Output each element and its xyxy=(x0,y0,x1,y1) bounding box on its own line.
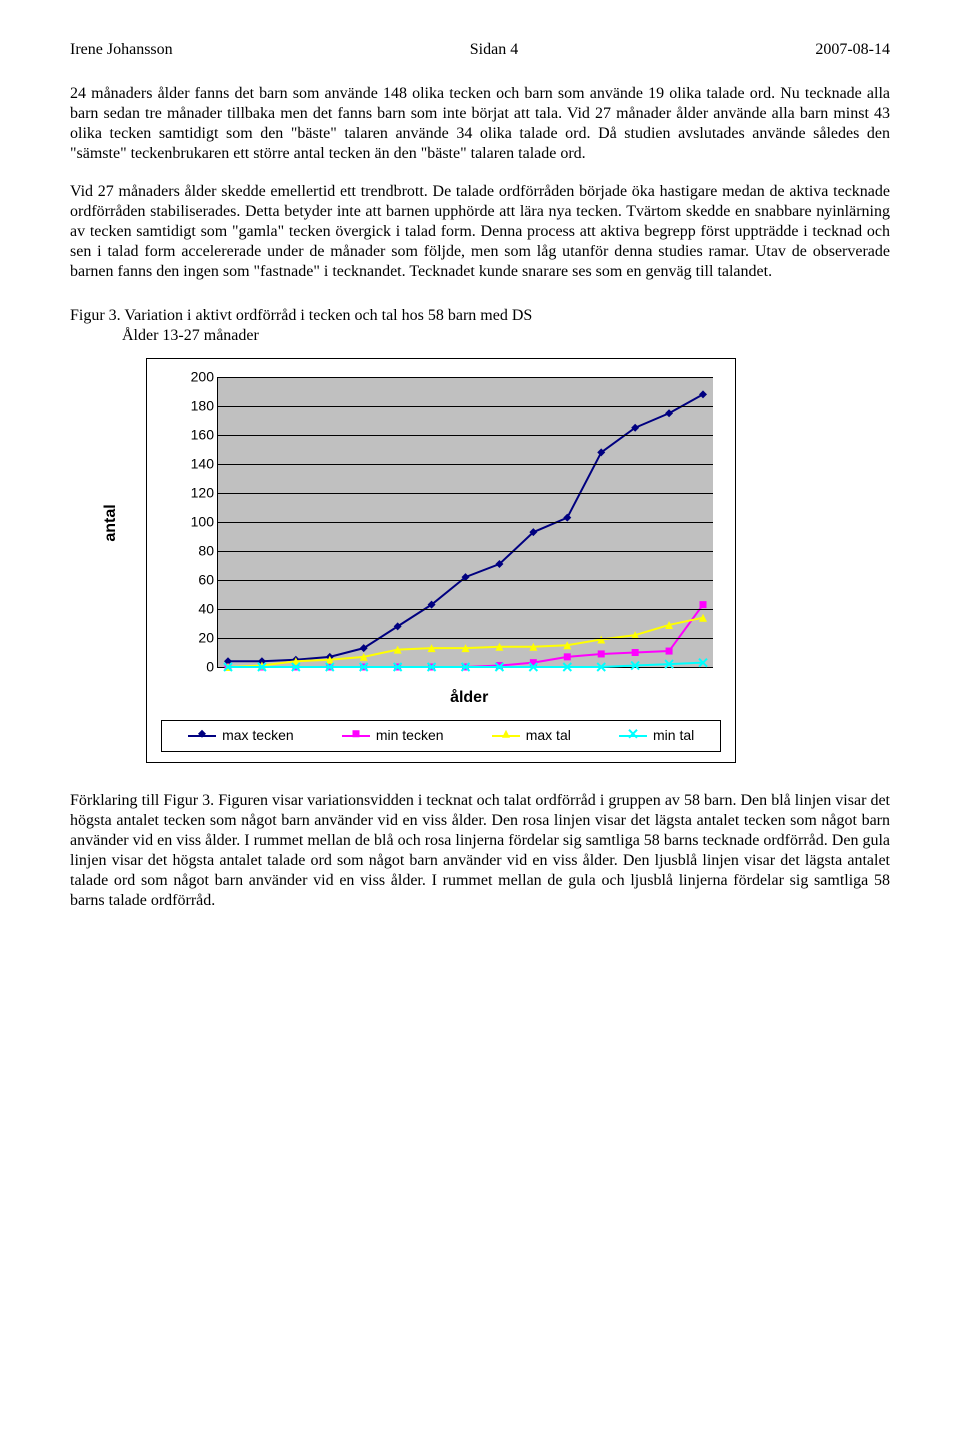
chart-y-tick: 180 xyxy=(174,397,214,415)
paragraph-3: Förklaring till Figur 3. Figuren visar v… xyxy=(70,791,890,911)
figure-caption-lead: Figur 3. xyxy=(70,307,124,324)
chart-y-tick: 20 xyxy=(174,629,214,647)
chart-y-tick: 160 xyxy=(174,426,214,444)
chart-plot-area: 020406080100120140160180200 xyxy=(217,377,713,668)
chart-legend: max tecken min tecken max tal min tal xyxy=(161,720,721,752)
header-page: Sidan 4 xyxy=(470,40,518,60)
legend-item: max tecken xyxy=(188,727,294,745)
chart-y-tick: 140 xyxy=(174,455,214,473)
legend-label: min tal xyxy=(653,727,694,745)
chart-y-tick: 0 xyxy=(174,658,214,676)
figure-caption-sub: Ålder 13-27 månader xyxy=(122,327,259,344)
legend-label: max tecken xyxy=(222,727,294,745)
chart-y-axis-label: antal xyxy=(101,504,121,541)
header-date: 2007-08-14 xyxy=(815,40,890,60)
legend-item: min tecken xyxy=(342,727,444,745)
chart-y-tick: 120 xyxy=(174,484,214,502)
chart-y-tick: 60 xyxy=(174,571,214,589)
chart-y-tick: 200 xyxy=(174,368,214,386)
figure-caption: Figur 3. Variation i aktivt ordförråd i … xyxy=(70,306,890,346)
figure-caption-text: Variation i aktivt ordförråd i tecken oc… xyxy=(124,307,532,324)
chart-y-tick: 40 xyxy=(174,600,214,618)
legend-label: min tecken xyxy=(376,727,444,745)
chart-container: antal 020406080100120140160180200 ålder … xyxy=(146,358,736,763)
legend-item: max tal xyxy=(492,727,571,745)
header-author: Irene Johansson xyxy=(70,40,173,60)
legend-label: max tal xyxy=(526,727,571,745)
paragraph-1: 24 månaders ålder fanns det barn som anv… xyxy=(70,84,890,164)
chart-y-tick: 80 xyxy=(174,542,214,560)
page-header: Irene Johansson Sidan 4 2007-08-14 xyxy=(70,40,890,60)
chart-x-axis-label: ålder xyxy=(217,688,721,708)
chart-y-tick: 100 xyxy=(174,513,214,531)
paragraph-2: Vid 27 månaders ålder skedde emellertid … xyxy=(70,182,890,282)
legend-item: min tal xyxy=(619,727,694,745)
